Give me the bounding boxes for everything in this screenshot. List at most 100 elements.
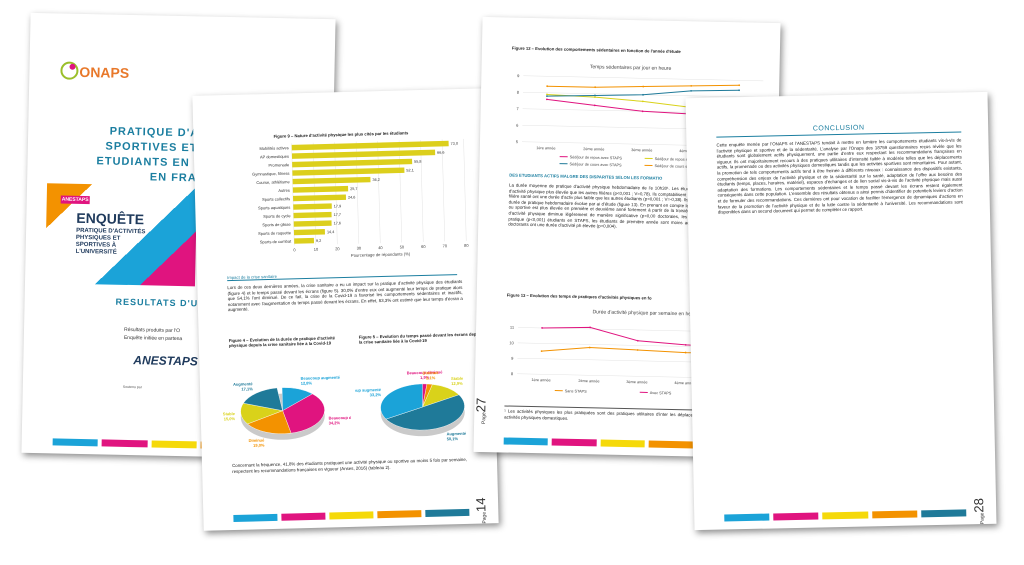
point (641, 100, 644, 103)
point (642, 93, 644, 96)
x-tick-label: 30 (357, 246, 362, 251)
slice-value: 50,1% (447, 436, 459, 441)
point (738, 89, 741, 92)
logo-text: ONAPS (79, 63, 130, 81)
point (684, 351, 687, 354)
point (546, 93, 548, 96)
credit: Enquête initiée en partena (123, 334, 183, 343)
bar (292, 158, 413, 168)
y-tick-label: Sports de glisse (262, 222, 291, 228)
color-strip (232, 508, 469, 523)
bar (293, 194, 347, 202)
y-tick-label: Gymnastique, fitness (252, 171, 289, 177)
point (545, 98, 548, 101)
slice-value: 12,8% (301, 380, 313, 385)
credit: Résultats produits par l'O (123, 326, 181, 335)
y-tick-label: Sports de combat (260, 239, 292, 245)
grid-line (334, 142, 338, 245)
slice-value: 19,0% (253, 443, 265, 448)
legend-label: Séd/jour de repos sans STAPS (655, 157, 708, 162)
point (690, 89, 692, 92)
data-label: 17,6 (334, 221, 341, 225)
page-number: Page28 (970, 498, 989, 525)
bar (294, 237, 315, 244)
point (641, 110, 644, 113)
slice-label: Augmenté (446, 431, 466, 437)
page-label: Page (481, 412, 488, 425)
slice-label: Diminué (423, 370, 440, 375)
legend-label: Séd/jour de cours sans STAPS (654, 164, 707, 169)
data-label: 24,6 (348, 195, 355, 199)
bar (291, 149, 436, 159)
x-tick-label: 70 (443, 243, 448, 248)
point (594, 86, 597, 89)
y-tick-label: 6 (516, 123, 519, 128)
figure-title: Figure 4 – Evolution de la durée de prat… (228, 335, 335, 349)
bar (292, 185, 349, 193)
x-tick-label: 20 (335, 246, 340, 251)
page-28: CONCLUSION Cette enquête menée par l'ONA… (685, 91, 997, 531)
page-label: Page (979, 512, 986, 525)
bar (293, 229, 325, 236)
legend-label: Sans STAPS (565, 389, 587, 393)
slice-label: Augmenté (233, 381, 253, 387)
data-label: 25,7 (350, 187, 357, 191)
bar (292, 167, 405, 176)
page-number: Page14 (472, 497, 491, 524)
slice-value: 2,1% (426, 375, 436, 380)
section-heading: DES ETUDIANTS ACTIFS MALGRE DES DISPARIT… (509, 172, 663, 181)
bar (292, 176, 371, 185)
figure-title: Figure 12 – Evolution des comportements … (511, 45, 681, 55)
section-heading: CONCLUSION (716, 122, 962, 138)
grid-line (463, 138, 467, 241)
point (738, 84, 741, 87)
page-14: Figure 9 – Nature d'activité physique le… (192, 88, 499, 531)
x-tick-label: 2ème année (578, 379, 599, 383)
support-label: Soutenu par (122, 384, 142, 390)
point (540, 350, 543, 352)
legend-label: Avec STAPS (650, 391, 672, 395)
y-tick-label: Autres (278, 188, 290, 193)
grid-line (312, 142, 317, 245)
data-label: 17,9 (334, 204, 341, 208)
y-tick-label: Sports collectifs (262, 196, 290, 202)
data-label: 73,0 (451, 142, 458, 146)
page-num: 27 (473, 397, 489, 413)
y-tick-label: 5 (516, 139, 519, 144)
x-tick-label: 1ère année (531, 378, 550, 382)
bar (291, 140, 449, 151)
slice-label: Beaucoup diminué (407, 369, 444, 375)
logo: ONAPS (59, 58, 130, 87)
bar-chart: 0 10 20 30 40 50 60 70 80 Pourcentage de répondan… (252, 138, 469, 258)
slice-value: 1,9% (420, 375, 430, 380)
y-tick-label: Sports de cycle (263, 213, 291, 219)
point (642, 85, 645, 88)
figure-title: Figure 5 – Evolution du temps passé deva… (358, 331, 483, 345)
point (546, 95, 548, 97)
slice-label: Stable (451, 376, 464, 381)
slice-label: Beaucoup augmenté (354, 387, 382, 393)
y-tick-label: Mobilités actives (259, 145, 288, 151)
slice-value: 34,2% (329, 420, 341, 425)
slice-label: Beaucoup diminué (329, 415, 352, 421)
data-label: 66,6 (437, 151, 444, 155)
logo-icon (60, 61, 79, 80)
grid-line (355, 141, 360, 244)
y-tick-label: 8 (511, 371, 514, 376)
point (589, 326, 592, 329)
cover-page: ONAPS PRATIQUE D'ACTIVITES SPORTIVES ET … (21, 12, 336, 460)
poster: ANESTAPS ENQUÊTE PRATIQUE D'ACTIVITÉS PH… (44, 183, 198, 287)
y-tick-label: 7 (516, 106, 519, 111)
y-tick-label: AP domestiques (260, 154, 289, 160)
poster-title: ENQUÊTE (76, 209, 145, 228)
data-label: 17,7 (334, 213, 341, 217)
partner-logo: ANESTAPS (133, 353, 198, 369)
y-tick-label: Course, athlétisme (256, 179, 290, 185)
pie-slice (385, 394, 465, 431)
paragraph: Lors de ces deux dernières années, la cr… (227, 278, 463, 313)
x-tick-label: 50 (400, 244, 405, 249)
x-tick-label: 10 (314, 247, 319, 252)
